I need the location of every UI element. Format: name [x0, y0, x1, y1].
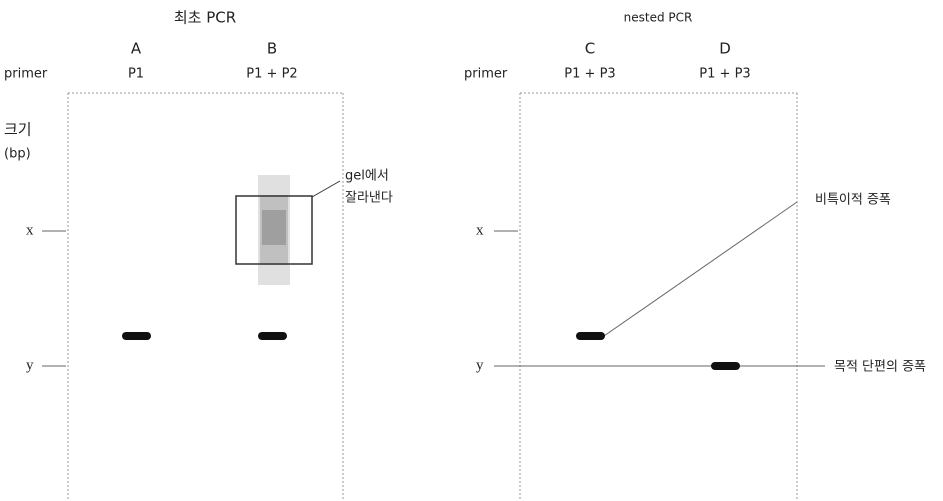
- lane-name: D: [719, 40, 731, 58]
- size-label: (bp): [4, 147, 31, 162]
- lane-name: B: [267, 40, 277, 58]
- marker: x: [26, 222, 34, 238]
- lane-primer: P1: [128, 67, 144, 82]
- gel-frame: [42, 93, 343, 501]
- band: [122, 332, 151, 340]
- lane-primer: P1 + P2: [246, 67, 297, 82]
- marker: x: [476, 222, 484, 238]
- smear: [258, 175, 290, 285]
- annotation: 목적 단편의 증폭: [834, 360, 926, 375]
- size-label: 크기: [4, 121, 32, 139]
- lane-name: C: [585, 40, 595, 58]
- marker: y: [26, 357, 34, 373]
- band: [711, 362, 740, 370]
- callout-line: [312, 181, 340, 197]
- callout: gel에서: [345, 169, 389, 184]
- annotation: 비특이적 증폭: [815, 193, 891, 208]
- panel-title: 최초 PCR: [174, 9, 236, 27]
- annotation-line: [604, 202, 797, 336]
- band: [576, 332, 605, 340]
- panel-title: nested PCR: [624, 11, 693, 25]
- primer-label: primer: [4, 67, 48, 82]
- marker: y: [476, 357, 484, 373]
- lane-name: A: [131, 40, 142, 58]
- lane-primer: P1 + P3: [564, 67, 615, 82]
- band: [258, 332, 287, 340]
- lane-primer: P1 + P3: [699, 67, 750, 82]
- gel-diagram: 최초 PCR primer A P1 B P1 + P2 크기 (bp) x y…: [0, 0, 943, 501]
- callout: 잘라낸다: [345, 191, 393, 206]
- primer-label: primer: [464, 67, 508, 82]
